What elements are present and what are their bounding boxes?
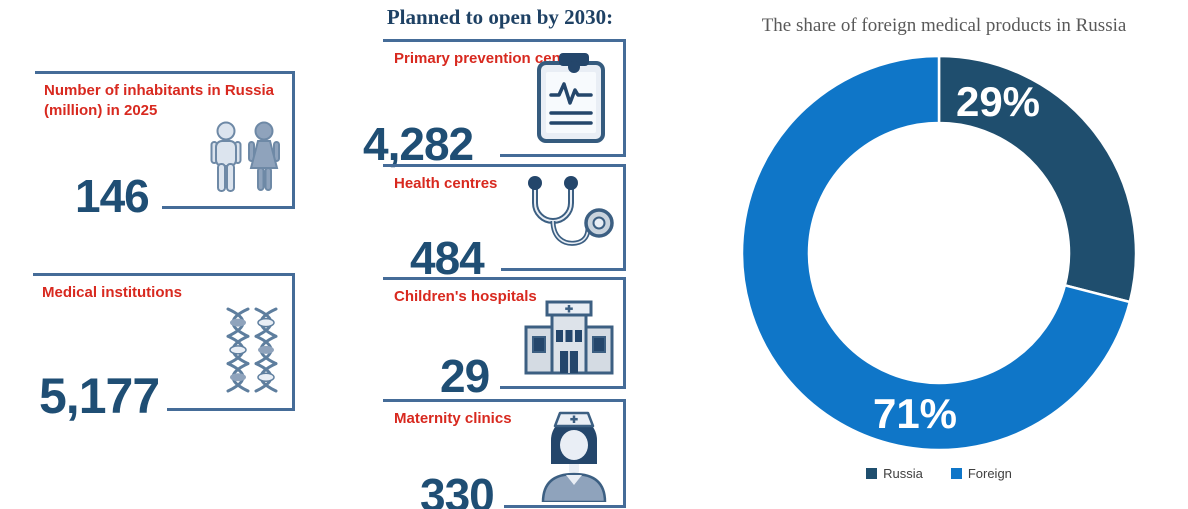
- stat-label-primary-prevention: Primary prevention centres: [394, 50, 589, 67]
- donut-slice-foreign: [740, 54, 1132, 452]
- legend-item-russia: Russia: [866, 466, 923, 481]
- stat-box-primary-prevention: Primary prevention centres 4,282: [363, 39, 626, 167]
- stat-value-maternity-clinics: 330: [420, 469, 495, 509]
- box-border-bottom: [167, 408, 295, 411]
- medical-clipboard-icon: [529, 51, 613, 150]
- stat-value-childrens-hospitals: 29: [440, 350, 490, 402]
- legend-label-foreign: Foreign: [967, 466, 1012, 481]
- legend-label-russia: Russia: [883, 466, 923, 481]
- legend-item-foreign: Foreign: [950, 466, 1012, 481]
- dna-icon: [220, 305, 286, 400]
- stat-value-primary-prevention: 4,282: [363, 118, 474, 170]
- box-border-bottom: [501, 268, 626, 271]
- stat-label-medical-institutions: Medical institutions: [42, 284, 183, 301]
- stat-box-childrens-hospitals: Children's hospitals 29: [383, 277, 626, 399]
- nurse-icon: [537, 408, 611, 507]
- planned-2030-heading: Planned to open by 2030:: [386, 5, 614, 29]
- donut-label-russia: 29%: [956, 78, 1040, 125]
- stat-box-medical-institutions: Medical institutions: [33, 273, 295, 421]
- donut-label-foreign: 71%: [873, 390, 957, 437]
- box-border-bottom: [504, 505, 626, 508]
- legend-swatch-russia: [866, 468, 878, 479]
- stat-label-health-centres: Health centres: [394, 175, 498, 192]
- stat-value-health-centres: 484: [410, 232, 485, 284]
- chart-title: The share of foreign medical products in…: [761, 15, 1127, 36]
- stat-value-inhabitants: 146: [75, 170, 150, 222]
- stat-box-maternity-clinics: Maternity clinics 330: [383, 399, 626, 509]
- box-border-bottom: [500, 154, 626, 157]
- stat-box-inhabitants: Number of inhabitants in Russia (million…: [35, 71, 295, 219]
- stat-label-childrens-hospitals: Children's hospitals: [394, 288, 537, 305]
- box-border-bottom: [500, 386, 626, 389]
- stethoscope-icon: [513, 171, 617, 268]
- stat-box-health-centres: Health centres 484: [383, 164, 626, 281]
- hospital-building-icon: [522, 297, 616, 382]
- donut-chart: 29% 71%: [739, 53, 1139, 453]
- man-woman-icon: [205, 120, 287, 203]
- legend-swatch-foreign: [950, 468, 962, 479]
- stat-label-maternity-clinics: Maternity clinics: [394, 410, 512, 427]
- chart-legend: Russia Foreign: [739, 466, 1139, 481]
- stat-value-medical-institutions: 5,177: [39, 368, 160, 424]
- box-border-bottom: [162, 206, 295, 209]
- donut-slice-russia: [937, 54, 1138, 304]
- stat-label-inhabitants: Number of inhabitants in Russia (million…: [44, 82, 275, 119]
